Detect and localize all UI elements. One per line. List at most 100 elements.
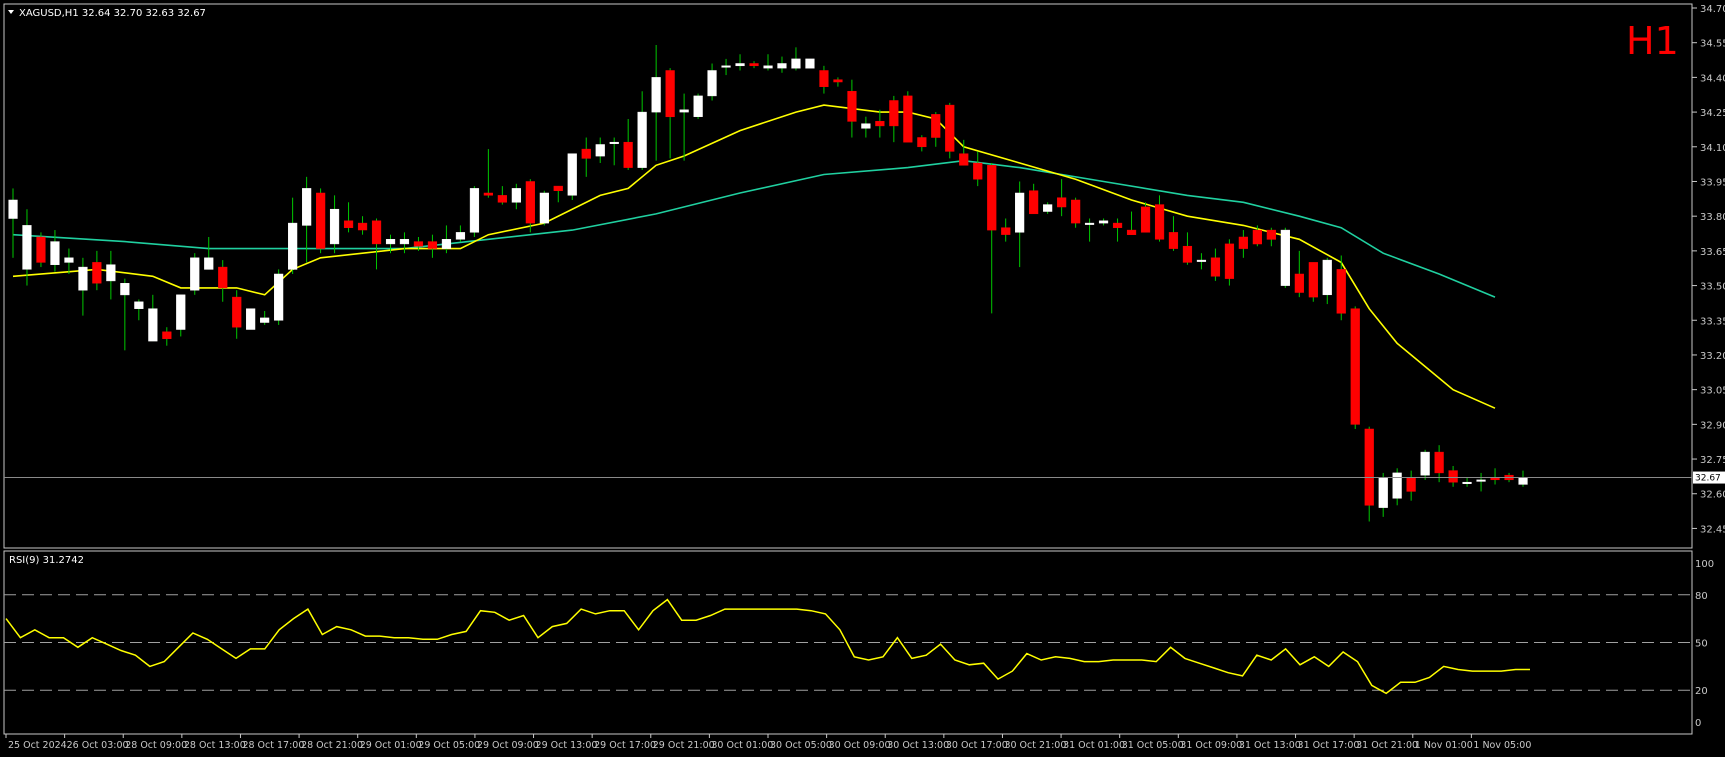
candle xyxy=(329,195,340,254)
candle xyxy=(288,197,298,274)
price-tick-label: 32.45 xyxy=(1700,524,1725,535)
candle xyxy=(1001,218,1011,242)
candle xyxy=(50,230,60,272)
candle-body-bear xyxy=(316,192,326,249)
candle xyxy=(833,77,843,87)
candle xyxy=(511,183,521,210)
candle xyxy=(134,299,144,321)
candle xyxy=(357,216,368,235)
candle xyxy=(749,61,759,69)
candle xyxy=(469,186,480,237)
time-tick-label: 29 Oct 01:00 xyxy=(360,740,422,751)
candle-body-bear xyxy=(1336,269,1346,314)
candle xyxy=(427,234,438,258)
candle-body-bear xyxy=(847,91,857,122)
candle-body-bear xyxy=(1308,262,1318,298)
candle-body-bull xyxy=(469,188,480,233)
candle xyxy=(1420,449,1430,480)
candle xyxy=(525,179,535,233)
time-tick-label: 1 Nov 01:00 xyxy=(1415,740,1473,751)
candle-body-bull xyxy=(693,95,703,117)
candle-body-bull xyxy=(1322,259,1332,296)
candle-body-bear xyxy=(1350,308,1360,425)
candle-body-bear xyxy=(162,331,172,339)
candle xyxy=(623,119,633,170)
candle-body-bear xyxy=(413,241,424,247)
rsi-level-lines xyxy=(4,594,1692,691)
candle xyxy=(190,253,200,295)
rsi-tick-label: 80 xyxy=(1695,591,1708,602)
candle xyxy=(1350,306,1360,429)
candle xyxy=(441,225,452,254)
ma-slow-layer xyxy=(12,159,1496,298)
candle-body-bear xyxy=(959,153,969,166)
candle-body-bull xyxy=(1476,479,1486,482)
time-tick-label: 28 Oct 17:00 xyxy=(242,740,304,751)
candle-body-bull xyxy=(190,257,200,291)
candle xyxy=(707,63,717,101)
candle xyxy=(1196,253,1207,270)
candle xyxy=(106,250,116,300)
candle xyxy=(1364,426,1374,522)
price-tick-label: 34.10 xyxy=(1700,143,1725,154)
candle xyxy=(1140,202,1151,233)
candle-body-bull xyxy=(106,264,116,282)
candle xyxy=(483,149,493,198)
candles-layer xyxy=(8,45,1528,522)
candle xyxy=(805,58,815,69)
candle-body-bear xyxy=(889,100,899,127)
candle-body-bear xyxy=(945,104,955,152)
candle xyxy=(162,327,172,346)
candle-body-bear xyxy=(1140,206,1151,233)
candle-body-bull xyxy=(329,208,340,245)
candle-body-bull xyxy=(1462,481,1472,484)
candle xyxy=(875,109,885,138)
candle xyxy=(889,95,899,143)
candle-body-bear xyxy=(833,79,843,83)
candle-body-bull xyxy=(455,232,466,240)
candle-body-bull xyxy=(1196,259,1207,262)
candle-body-bear xyxy=(1029,190,1039,215)
candle xyxy=(8,188,18,258)
candle-body-bear xyxy=(1434,451,1444,474)
candle-body-bull xyxy=(1420,451,1430,476)
price-tick-label: 34.25 xyxy=(1700,108,1725,119)
candle-body-bull xyxy=(204,257,214,270)
candle xyxy=(399,232,410,254)
candle-body-bear xyxy=(931,114,941,138)
price-tick-label: 34.70 xyxy=(1700,4,1725,15)
candle xyxy=(651,45,661,161)
candle-body-bull xyxy=(148,308,158,342)
price-tick-label: 33.20 xyxy=(1700,351,1725,362)
symbol-dropdown-icon[interactable] xyxy=(8,10,14,14)
candle xyxy=(539,190,549,226)
rsi-line xyxy=(5,598,1530,695)
time-tick-label: 31 Oct 13:00 xyxy=(1239,740,1301,751)
candle xyxy=(1308,262,1318,302)
candle-body-bull xyxy=(50,241,60,265)
candle xyxy=(1462,477,1472,487)
candle-body-bull xyxy=(595,144,605,157)
candle-body-bear xyxy=(875,121,885,127)
candle-body-bear xyxy=(1182,245,1193,263)
candle-body-bear xyxy=(1266,229,1276,240)
candle xyxy=(1098,218,1109,226)
candle-body-bull xyxy=(763,65,773,69)
candle xyxy=(120,278,130,351)
candle xyxy=(218,260,228,302)
time-tick-label: 25 Oct 2024 xyxy=(8,740,67,751)
candle xyxy=(1154,195,1165,242)
candle-body-bear xyxy=(987,165,997,231)
time-tick-label: 28 Oct 21:00 xyxy=(301,740,363,751)
candle-body-bear xyxy=(92,262,102,284)
candle-body-bull xyxy=(176,294,186,330)
candle-body-bull xyxy=(1378,477,1388,508)
candle xyxy=(791,47,801,71)
candle xyxy=(595,137,605,163)
candle xyxy=(78,257,88,316)
rsi-layer xyxy=(5,598,1530,695)
candle-body-bull xyxy=(777,63,787,69)
candle-body-bear xyxy=(483,192,493,196)
